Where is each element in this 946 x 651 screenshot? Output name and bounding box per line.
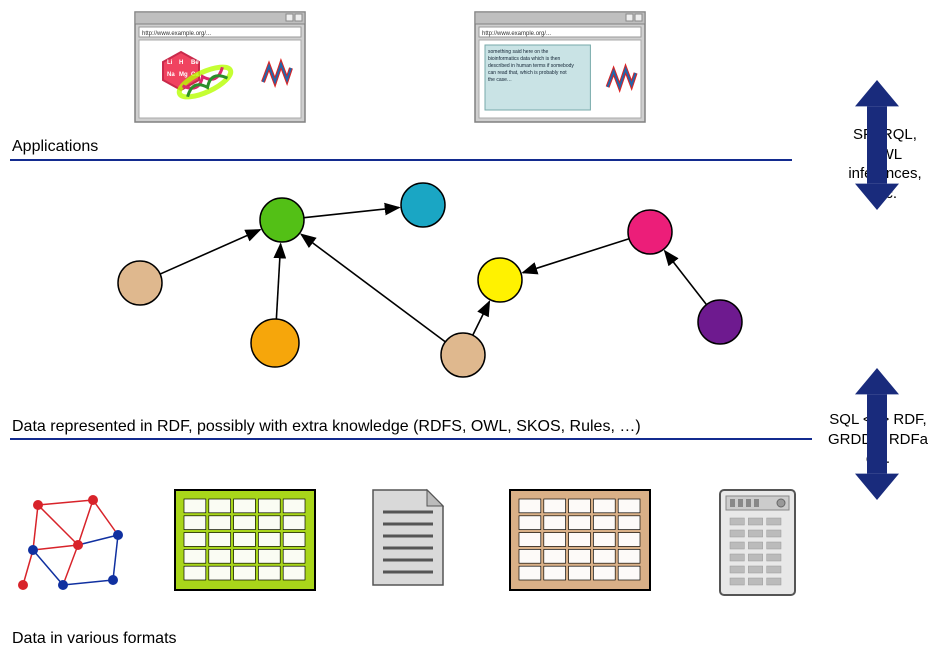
svg-text:Be: Be bbox=[191, 60, 199, 66]
graph-edge bbox=[160, 230, 260, 274]
svg-text:bioinformatics data which is t: bioinformatics data which is then bbox=[488, 56, 560, 62]
graph-node bbox=[260, 198, 304, 242]
graph-node bbox=[441, 333, 485, 377]
double-arrow bbox=[855, 368, 899, 500]
graph-edge bbox=[523, 239, 629, 273]
browser-window: http://www.example.org/... something said… bbox=[475, 12, 645, 122]
svg-text:H: H bbox=[179, 60, 183, 66]
graph-edge bbox=[665, 251, 707, 305]
graph-edge bbox=[301, 234, 445, 341]
network-icon bbox=[18, 495, 123, 590]
graph-node bbox=[478, 258, 522, 302]
svg-text:http://www.example.org/...: http://www.example.org/... bbox=[482, 31, 551, 37]
graph-edge bbox=[276, 244, 280, 319]
graph-node bbox=[628, 210, 672, 254]
table-tan-icon bbox=[510, 490, 650, 590]
double-arrow bbox=[855, 80, 899, 210]
svg-text:Na: Na bbox=[167, 72, 175, 78]
svg-text:Li: Li bbox=[167, 60, 173, 66]
table-green-icon bbox=[175, 490, 315, 590]
graph-node bbox=[698, 300, 742, 344]
svg-text:something said here on the: something said here on the bbox=[488, 49, 549, 55]
svg-text:Mg: Mg bbox=[179, 72, 188, 78]
svg-text:http://www.example.org/...: http://www.example.org/... bbox=[142, 31, 211, 37]
browser-window: http://www.example.org/...LiHBeNaMgCa bbox=[135, 12, 305, 122]
graph-edge bbox=[473, 302, 490, 336]
document-icon bbox=[373, 490, 443, 585]
server-icon bbox=[720, 490, 795, 595]
graph-node bbox=[251, 319, 299, 367]
diagram-canvas: http://www.example.org/...LiHBeNaMgCahtt… bbox=[0, 0, 946, 651]
svg-text:described in human terms if so: described in human terms if somebody bbox=[488, 63, 574, 69]
graph-node bbox=[401, 183, 445, 227]
graph-edge bbox=[304, 208, 399, 218]
svg-text:can read that, which is probab: can read that, which is probably not bbox=[488, 70, 567, 76]
svg-text:the case…: the case… bbox=[488, 77, 512, 83]
graph-node bbox=[118, 261, 162, 305]
